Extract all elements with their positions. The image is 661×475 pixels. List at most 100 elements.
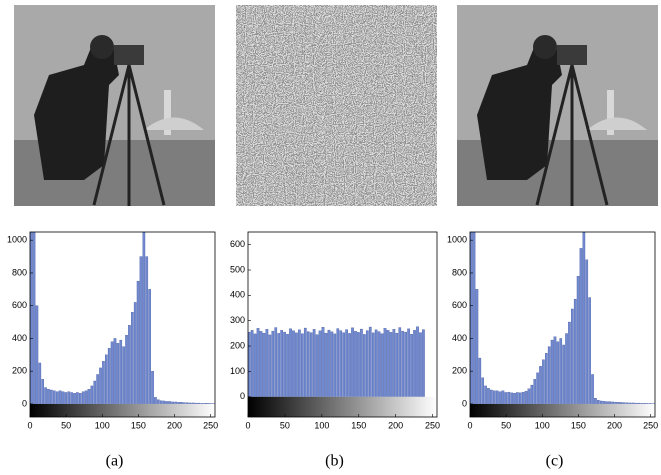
y-tick-label: 200 <box>12 366 27 376</box>
histogram-bar <box>565 334 567 404</box>
histogram-bar <box>419 333 421 397</box>
histogram-bar <box>345 330 347 397</box>
x-tick-label: 250 <box>203 420 218 430</box>
histogram-bar <box>525 391 527 404</box>
original-image <box>14 5 215 206</box>
histogram-bar <box>183 403 185 404</box>
histogram-bar <box>519 393 521 404</box>
histogram-bar <box>91 386 93 404</box>
histogram-bar <box>473 232 475 404</box>
x-tick-label: 50 <box>61 420 71 430</box>
histogram-bar <box>502 391 504 404</box>
histogram-bar <box>589 297 591 403</box>
histogram-bar <box>617 402 619 404</box>
histogram-bar <box>635 403 637 404</box>
histogram-bar <box>396 333 398 397</box>
histogram-bar <box>505 392 507 403</box>
histogram-bar <box>531 385 533 404</box>
y-tick-label: 100 <box>230 366 245 376</box>
histogram-bar <box>360 329 362 397</box>
x-tick-label: 100 <box>95 420 110 430</box>
y-tick-label: 200 <box>452 366 467 376</box>
histogram-bar <box>620 402 622 403</box>
histogram-bar <box>76 392 78 403</box>
histogram-bar <box>134 302 136 404</box>
y-tick-label: 200 <box>230 340 245 350</box>
page: {"chart_data": [ {"type": "histogram", "… <box>0 0 661 475</box>
histogram-bar <box>195 403 197 404</box>
histogram-bar <box>254 334 256 397</box>
histogram-bar <box>128 325 130 404</box>
histogram-bar <box>328 330 330 397</box>
y-tick-label: 1000 <box>447 235 467 245</box>
histogram-bar <box>186 403 188 404</box>
histogram-bar <box>36 306 38 404</box>
histogram-bar <box>372 333 374 397</box>
histogram-bar <box>53 391 55 404</box>
histogram-bar <box>96 374 98 403</box>
y-tick-label: 600 <box>230 239 245 249</box>
histogram-bar <box>609 402 611 404</box>
histogram-bar <box>410 334 412 397</box>
histogram-bar <box>102 361 104 404</box>
x-tick-label: 200 <box>607 420 622 430</box>
gray-colorbar <box>248 397 437 417</box>
histogram-bar <box>399 328 401 397</box>
histogram-bar <box>201 403 203 404</box>
histogram-bar <box>612 402 614 404</box>
histogram-bar <box>545 353 547 404</box>
histogram-bar <box>177 402 179 404</box>
x-tick-label: 150 <box>571 420 586 430</box>
histogram-bar <box>114 338 116 403</box>
histogram-bar <box>638 403 640 404</box>
histogram-bar <box>85 391 87 404</box>
histogram-bar <box>65 392 67 403</box>
histogram-bar <box>534 379 536 404</box>
histogram-bar <box>73 393 75 404</box>
histogram-bar <box>407 329 409 397</box>
x-tick-label: 150 <box>351 420 366 430</box>
histogram-bar <box>348 333 350 396</box>
histogram-bar <box>33 232 35 404</box>
histogram-bar <box>117 343 119 404</box>
histogram-bar <box>387 330 389 396</box>
gray-colorbar <box>30 404 215 417</box>
histogram-bar <box>493 391 495 404</box>
histogram-bar <box>123 347 125 404</box>
x-tick-label: 200 <box>388 420 403 430</box>
histogram-bar <box>62 392 64 404</box>
histogram-bar <box>257 328 259 396</box>
histogram-bar <box>583 232 585 404</box>
y-tick-label: 800 <box>452 267 467 277</box>
histogram-bar <box>551 340 553 404</box>
histogram-bar <box>125 335 127 404</box>
histogram-bar <box>192 403 194 404</box>
x-tick-label: 100 <box>314 420 329 430</box>
y-tick-label: 0 <box>240 391 245 401</box>
histogram-bar <box>319 331 321 397</box>
histogram-bar <box>623 403 625 404</box>
x-tick-label: 50 <box>280 420 290 430</box>
y-tick-label: 0 <box>22 398 27 408</box>
histogram-bar <box>331 332 333 397</box>
histogram-bar <box>154 397 156 404</box>
y-tick-label: 1000 <box>7 235 27 245</box>
histogram-bar <box>539 366 541 404</box>
histogram-bar <box>393 329 395 396</box>
encrypted-image <box>236 5 437 206</box>
y-tick-label: 0 <box>462 398 467 408</box>
histogram-bar <box>369 327 371 397</box>
histogram-bar <box>56 392 58 404</box>
histogram-bar <box>499 392 501 404</box>
histogram-bar <box>79 393 81 404</box>
histogram-bar <box>180 402 182 404</box>
histogram-bar <box>603 401 605 404</box>
histogram-bar <box>594 398 596 404</box>
histogram-bar <box>160 401 162 404</box>
histogram-bar <box>292 331 294 397</box>
histogram-bar <box>571 309 573 404</box>
histogram-bar <box>82 392 84 404</box>
histogram-bar <box>542 360 544 404</box>
histogram-bar <box>68 392 70 404</box>
histogram-bar <box>280 330 282 396</box>
